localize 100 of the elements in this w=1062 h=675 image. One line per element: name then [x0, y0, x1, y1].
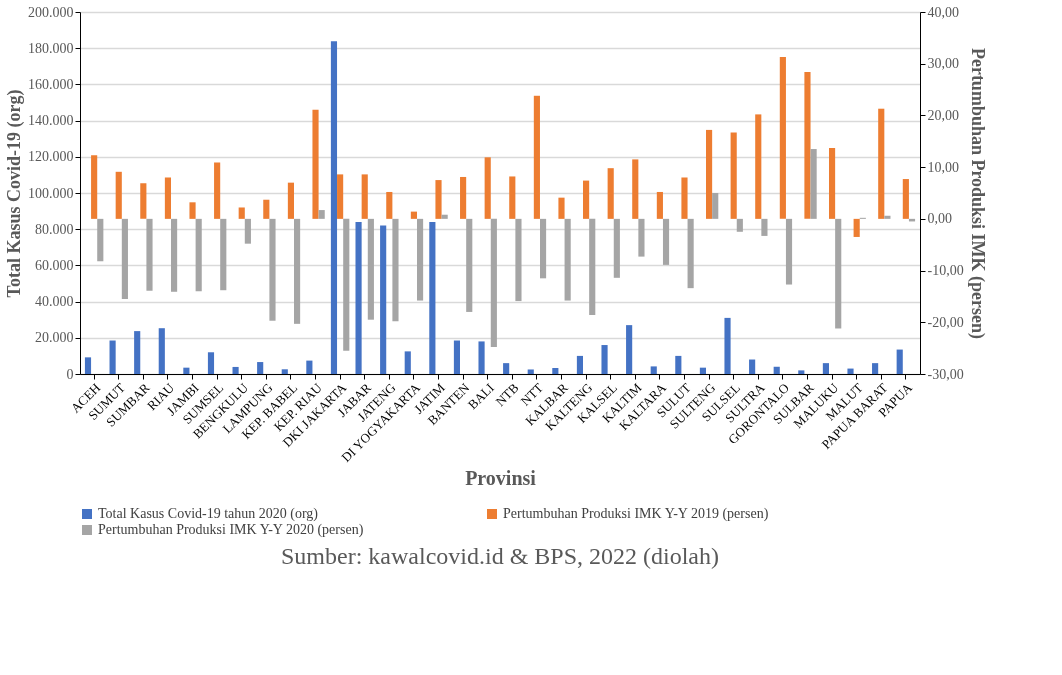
- bar: [207, 352, 215, 374]
- bar: [410, 211, 417, 219]
- bar: [773, 366, 780, 374]
- bar: [238, 207, 245, 219]
- bar: [835, 218, 842, 329]
- bar: [460, 176, 467, 219]
- bar: [294, 218, 301, 324]
- bar: [533, 95, 540, 219]
- x-axis-title: Provinsi: [465, 467, 537, 490]
- bar: [367, 218, 374, 320]
- bar: [416, 218, 424, 301]
- bar: [736, 218, 743, 232]
- bar: [171, 218, 178, 292]
- y-axis-title: Total Kasus Covid-19 (org): [4, 89, 25, 298]
- bar: [158, 328, 165, 374]
- bar: [601, 345, 608, 374]
- bar: [386, 191, 393, 219]
- bar: [244, 218, 251, 244]
- bar: [589, 218, 596, 316]
- bar: [164, 177, 172, 219]
- y-tick-label: 60.000: [35, 257, 74, 273]
- bar: [429, 221, 436, 374]
- bar: [257, 362, 264, 374]
- bar: [564, 218, 571, 301]
- bar: [552, 368, 559, 374]
- bar: [195, 218, 202, 292]
- y2-tick-label: 40,00: [927, 4, 959, 20]
- bar: [527, 369, 534, 374]
- bar: [878, 108, 885, 219]
- bar: [355, 221, 362, 374]
- bar: [220, 218, 227, 291]
- bar: [761, 218, 768, 236]
- bar: [706, 129, 713, 219]
- bar: [509, 176, 516, 219]
- bar: [583, 180, 590, 219]
- bar: [263, 199, 270, 219]
- bar: [478, 341, 485, 374]
- legend-label: Pertumbuhan Produksi IMK Y-Y 2019 (persen): [503, 506, 769, 522]
- bar: [730, 132, 737, 219]
- bar: [896, 349, 903, 374]
- bar: [847, 368, 854, 374]
- bar: [380, 225, 387, 374]
- bar: [330, 41, 338, 374]
- bar: [798, 370, 805, 374]
- y2-tick-label: -20,00: [927, 314, 964, 330]
- y-tick-label: 140.000: [28, 113, 74, 129]
- y-tick-label: 200.000: [28, 4, 74, 20]
- bar: [656, 191, 663, 219]
- bar: [613, 218, 620, 278]
- bar: [183, 367, 190, 374]
- bar: [466, 218, 473, 312]
- bar: [699, 367, 706, 374]
- bar: [269, 218, 276, 321]
- bar: [306, 360, 313, 374]
- y2-tick-label: 30,00: [927, 56, 959, 72]
- y2-tick-label: -10,00: [927, 263, 964, 279]
- bar: [632, 159, 639, 219]
- y2-axis-title: Pertumbuhan Produksi IMK (persen): [966, 47, 988, 340]
- bar: [804, 71, 811, 219]
- y-tick-label: 100.000: [28, 185, 74, 201]
- bar: [884, 215, 891, 219]
- text: Sumber: kawalcovid.id & BPS, 2022 (diolah): [281, 543, 719, 569]
- bar: [872, 363, 879, 374]
- legend-label: Pertumbuhan Produksi IMK Y-Y 2020 (persen): [98, 522, 364, 538]
- bar: [121, 218, 128, 300]
- bar: [281, 369, 288, 374]
- bar: [687, 218, 694, 289]
- bar: [515, 218, 522, 302]
- bar: [822, 363, 829, 374]
- bar: [779, 56, 786, 219]
- bar: [650, 366, 657, 374]
- bar: [318, 210, 325, 219]
- bar: [828, 148, 836, 219]
- bar: [785, 218, 793, 285]
- bar: [681, 177, 688, 219]
- y-tick-label: 120.000: [28, 149, 74, 165]
- bar: [392, 218, 399, 322]
- bar: [115, 171, 122, 219]
- y2-tick-label: 10,00: [927, 159, 959, 175]
- bar: [576, 355, 584, 374]
- bar: [902, 179, 909, 219]
- bar: [484, 157, 491, 219]
- bar: [755, 114, 762, 219]
- bar: [84, 357, 92, 374]
- bar: [337, 174, 344, 219]
- bar: [97, 218, 104, 262]
- bar: [134, 331, 141, 374]
- y-tick-label: 40.000: [35, 294, 74, 310]
- bar: [232, 366, 239, 374]
- y2-tick-label: 20,00: [927, 107, 959, 123]
- y2-tick-label: -30,00: [927, 366, 964, 382]
- y-tick-label: 180.000: [28, 40, 74, 56]
- bar: [724, 317, 731, 374]
- bar: [146, 218, 153, 291]
- y2-tick-label: 0,00: [927, 211, 952, 227]
- bar: [503, 363, 510, 374]
- bar: [404, 351, 411, 374]
- bar: [441, 214, 448, 219]
- bar: [287, 182, 294, 219]
- bar: [558, 197, 565, 219]
